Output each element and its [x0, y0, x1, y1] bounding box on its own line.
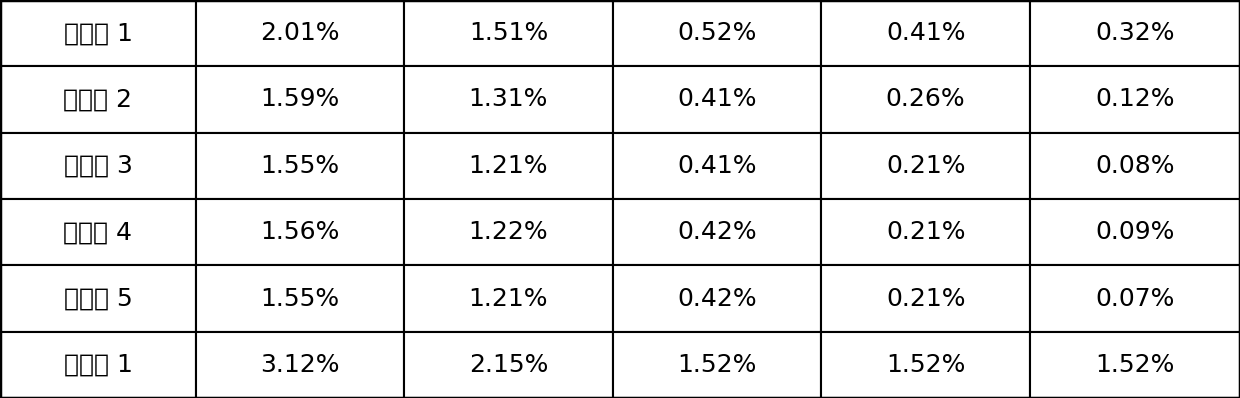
Text: 0.21%: 0.21%	[885, 154, 966, 178]
Text: 实施例 2: 实施例 2	[63, 88, 133, 111]
Bar	[821, 66, 1030, 133]
Bar	[613, 66, 821, 133]
Bar	[821, 332, 1030, 398]
Text: 实施例 5: 实施例 5	[63, 287, 133, 310]
Bar	[0, 199, 196, 265]
Bar	[1030, 332, 1240, 398]
Text: 0.42%: 0.42%	[677, 220, 756, 244]
Bar	[1030, 199, 1240, 265]
Bar	[196, 133, 404, 199]
Bar	[196, 265, 404, 332]
Bar	[0, 265, 196, 332]
Bar	[613, 199, 821, 265]
Text: 0.52%: 0.52%	[677, 21, 756, 45]
Text: 1.59%: 1.59%	[260, 88, 340, 111]
Bar	[404, 332, 613, 398]
Bar	[0, 332, 196, 398]
Text: 1.21%: 1.21%	[469, 154, 548, 178]
Text: 1.55%: 1.55%	[260, 154, 340, 178]
Text: 0.21%: 0.21%	[885, 220, 966, 244]
Bar	[404, 133, 613, 199]
Bar	[0, 0, 196, 66]
Bar	[1030, 66, 1240, 133]
Text: 0.12%: 0.12%	[1095, 88, 1176, 111]
Text: 实施例 1: 实施例 1	[63, 21, 133, 45]
Bar	[196, 332, 404, 398]
Bar	[821, 133, 1030, 199]
Bar	[196, 0, 404, 66]
Bar	[0, 66, 196, 133]
Bar	[613, 0, 821, 66]
Text: 0.32%: 0.32%	[1095, 21, 1176, 45]
Bar	[821, 199, 1030, 265]
Bar	[196, 199, 404, 265]
Bar	[613, 133, 821, 199]
Text: 实施例 3: 实施例 3	[63, 154, 133, 178]
Bar	[404, 265, 613, 332]
Text: 1.55%: 1.55%	[260, 287, 340, 310]
Bar	[404, 199, 613, 265]
Text: 0.41%: 0.41%	[677, 88, 756, 111]
Text: 0.26%: 0.26%	[885, 88, 966, 111]
Text: 1.21%: 1.21%	[469, 287, 548, 310]
Text: 1.56%: 1.56%	[260, 220, 340, 244]
Text: 1.31%: 1.31%	[469, 88, 548, 111]
Text: 1.52%: 1.52%	[1095, 353, 1176, 377]
Text: 1.51%: 1.51%	[469, 21, 548, 45]
Text: 2.01%: 2.01%	[260, 21, 340, 45]
Bar	[1030, 0, 1240, 66]
Bar	[821, 265, 1030, 332]
Text: 0.41%: 0.41%	[677, 154, 756, 178]
Text: 比较例 1: 比较例 1	[63, 353, 133, 377]
Bar	[404, 0, 613, 66]
Bar	[821, 0, 1030, 66]
Bar	[1030, 133, 1240, 199]
Text: 1.52%: 1.52%	[677, 353, 756, 377]
Text: 0.42%: 0.42%	[677, 287, 756, 310]
Text: 1.22%: 1.22%	[469, 220, 548, 244]
Text: 0.08%: 0.08%	[1095, 154, 1176, 178]
Text: 0.41%: 0.41%	[885, 21, 966, 45]
Bar	[613, 265, 821, 332]
Bar	[613, 332, 821, 398]
Bar	[1030, 265, 1240, 332]
Text: 0.07%: 0.07%	[1095, 287, 1176, 310]
Text: 1.52%: 1.52%	[885, 353, 966, 377]
Bar	[196, 66, 404, 133]
Bar	[0, 133, 196, 199]
Text: 0.09%: 0.09%	[1095, 220, 1176, 244]
Text: 0.21%: 0.21%	[885, 287, 966, 310]
Bar	[404, 66, 613, 133]
Text: 实施例 4: 实施例 4	[63, 220, 133, 244]
Text: 2.15%: 2.15%	[469, 353, 548, 377]
Text: 3.12%: 3.12%	[260, 353, 340, 377]
